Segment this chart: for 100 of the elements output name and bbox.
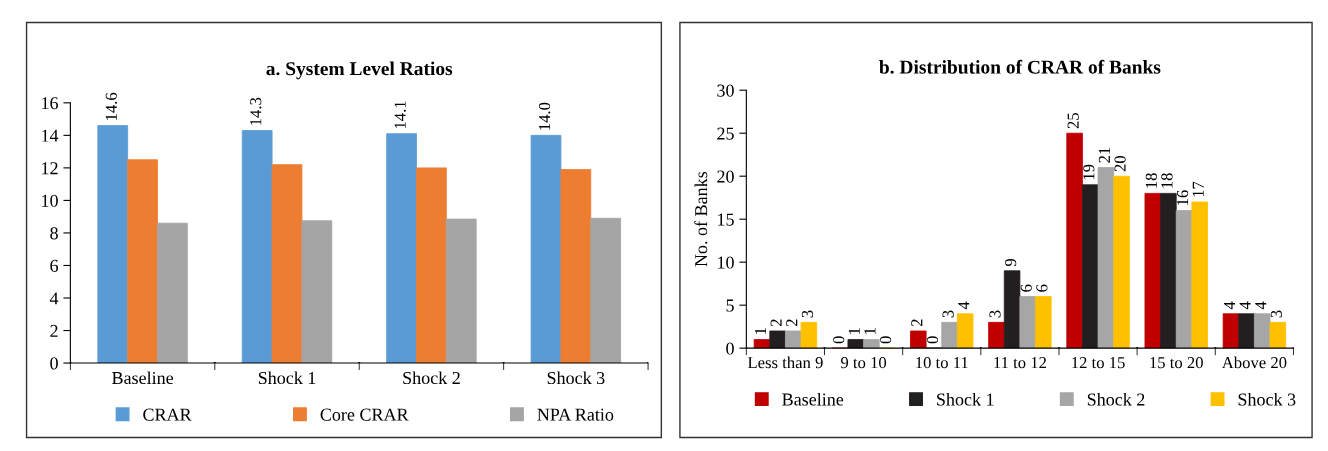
legend-label: CRAR [143,408,192,421]
data-label: 14.1 [394,101,406,129]
bar [1253,313,1271,349]
data-label: 6 [1036,284,1048,292]
bar [1175,210,1193,349]
data-label: 0 [833,336,845,344]
data-label: 20 [1114,155,1126,172]
bar [1238,313,1255,349]
bar [241,130,273,364]
chart-title: b. Distribution of CRAR of Banks [879,59,1161,74]
data-label: 4 [1223,301,1235,310]
data-label: 14.6 [105,92,117,120]
bar [445,218,477,364]
data-label: 6 [1020,284,1032,292]
y-tick-label: 5 [726,299,734,312]
bar [800,321,818,349]
data-label: 2 [786,319,798,327]
bar [1035,296,1052,349]
x-tick-label: Shock 2 [403,371,460,385]
legend-label: Baseline [782,392,844,406]
bar [1113,175,1130,349]
legend-label: Shock 1 [937,392,994,406]
bar [753,339,771,349]
y-tick-label: 4 [49,292,59,305]
x-tick-label: Shock 3 [547,371,605,385]
data-label: 1 [864,328,876,334]
bar [941,321,958,349]
x-tick-label: Less than 9 [747,356,823,369]
x-tick-label: 9 to 10 [840,356,887,369]
x-tick-label: Above 20 [1221,356,1287,369]
data-label: 4 [958,301,970,310]
y-tick-label: 10 [42,194,58,207]
bar [1066,132,1083,349]
y-tick-label: 10 [718,256,734,269]
bar [785,330,802,349]
data-label: 18 [1145,173,1157,188]
bar [97,125,129,364]
y-tick-label: 16 [42,97,59,110]
data-label: 4 [1255,301,1267,310]
data-label: 0 [926,336,939,344]
bar [1222,313,1240,349]
y-tick-label: 6 [50,259,59,272]
y-axis-title: No. of Banks [694,171,708,267]
data-label: 17 [1192,181,1204,197]
legend-label: Shock 3 [1238,392,1296,406]
legend-label: Shock 2 [1087,392,1145,406]
data-label: 19 [1083,164,1095,180]
data-label: 14.3 [250,97,262,125]
x-tick-label: Baseline [112,371,174,385]
x-tick-label: 10 to 11 [916,356,968,369]
y-tick-label: 12 [42,162,58,175]
bar [386,133,417,364]
data-label: 21 [1098,147,1110,163]
data-label: 16 [1177,190,1189,205]
bar [910,330,927,349]
bar [127,159,158,364]
data-label: 25 [1067,113,1079,129]
bar [1144,192,1162,349]
y-tick-label: 15 [718,213,734,226]
bar [1160,192,1177,349]
data-label: 1 [848,328,860,334]
bar [1019,296,1036,349]
y-tick-label: 30 [717,84,734,97]
data-label: 9 [1005,258,1017,267]
bar [530,134,562,364]
data-label: 2 [770,319,782,327]
bar [847,339,864,349]
bar [863,339,880,349]
y-tick-label: 14 [42,129,59,142]
bar [301,220,333,364]
bar [1082,184,1099,349]
data-label: 3 [1270,310,1283,318]
y-tick-label: 20 [717,170,734,183]
data-label: 0 [879,336,892,344]
bar [157,222,188,364]
bar [769,330,786,349]
y-tick-label: 25 [717,127,734,140]
chart-title: a. System Level Ratios [266,61,453,80]
x-tick-label: 12 to 15 [1072,357,1125,369]
bar [988,321,1005,349]
bar [1269,321,1287,349]
y-tick-label: 0 [726,342,734,355]
data-label: 2 [911,319,923,327]
data-label: 18 [1161,173,1173,188]
bar [1191,201,1208,349]
x-tick-label: 11 to 12 [994,357,1046,369]
bar [590,217,622,364]
y-tick-label: 2 [50,324,58,337]
bar [956,313,974,349]
x-tick-label: Shock 1 [258,371,316,385]
data-label: 3 [989,310,1001,318]
y-tick-label: 8 [50,227,58,240]
data-label: 1 [754,328,766,334]
legend-label: NPA Ratio [537,408,614,421]
bar [271,164,303,364]
data-label: 3 [942,310,954,318]
bar [1097,167,1115,349]
legend-label: Core CRAR [320,408,409,421]
bar [1003,270,1021,349]
bar [416,167,447,364]
